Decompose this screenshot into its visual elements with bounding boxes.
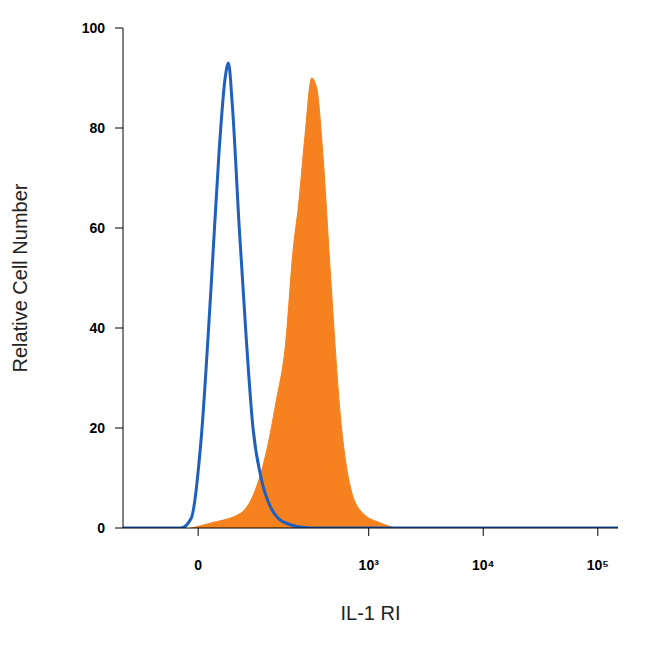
svg-text:10⁴: 10⁴ xyxy=(472,557,495,573)
svg-text:0: 0 xyxy=(194,557,202,573)
svg-text:40: 40 xyxy=(89,320,105,336)
svg-text:IL-1 RI: IL-1 RI xyxy=(340,602,400,624)
svg-text:10³: 10³ xyxy=(359,557,380,573)
svg-text:20: 20 xyxy=(89,420,105,436)
svg-text:Relative Cell Number: Relative Cell Number xyxy=(9,183,31,372)
svg-text:80: 80 xyxy=(89,120,105,136)
svg-text:10⁵: 10⁵ xyxy=(587,557,609,573)
svg-text:100: 100 xyxy=(82,20,106,36)
svg-text:60: 60 xyxy=(89,220,105,236)
svg-text:0: 0 xyxy=(97,520,105,536)
